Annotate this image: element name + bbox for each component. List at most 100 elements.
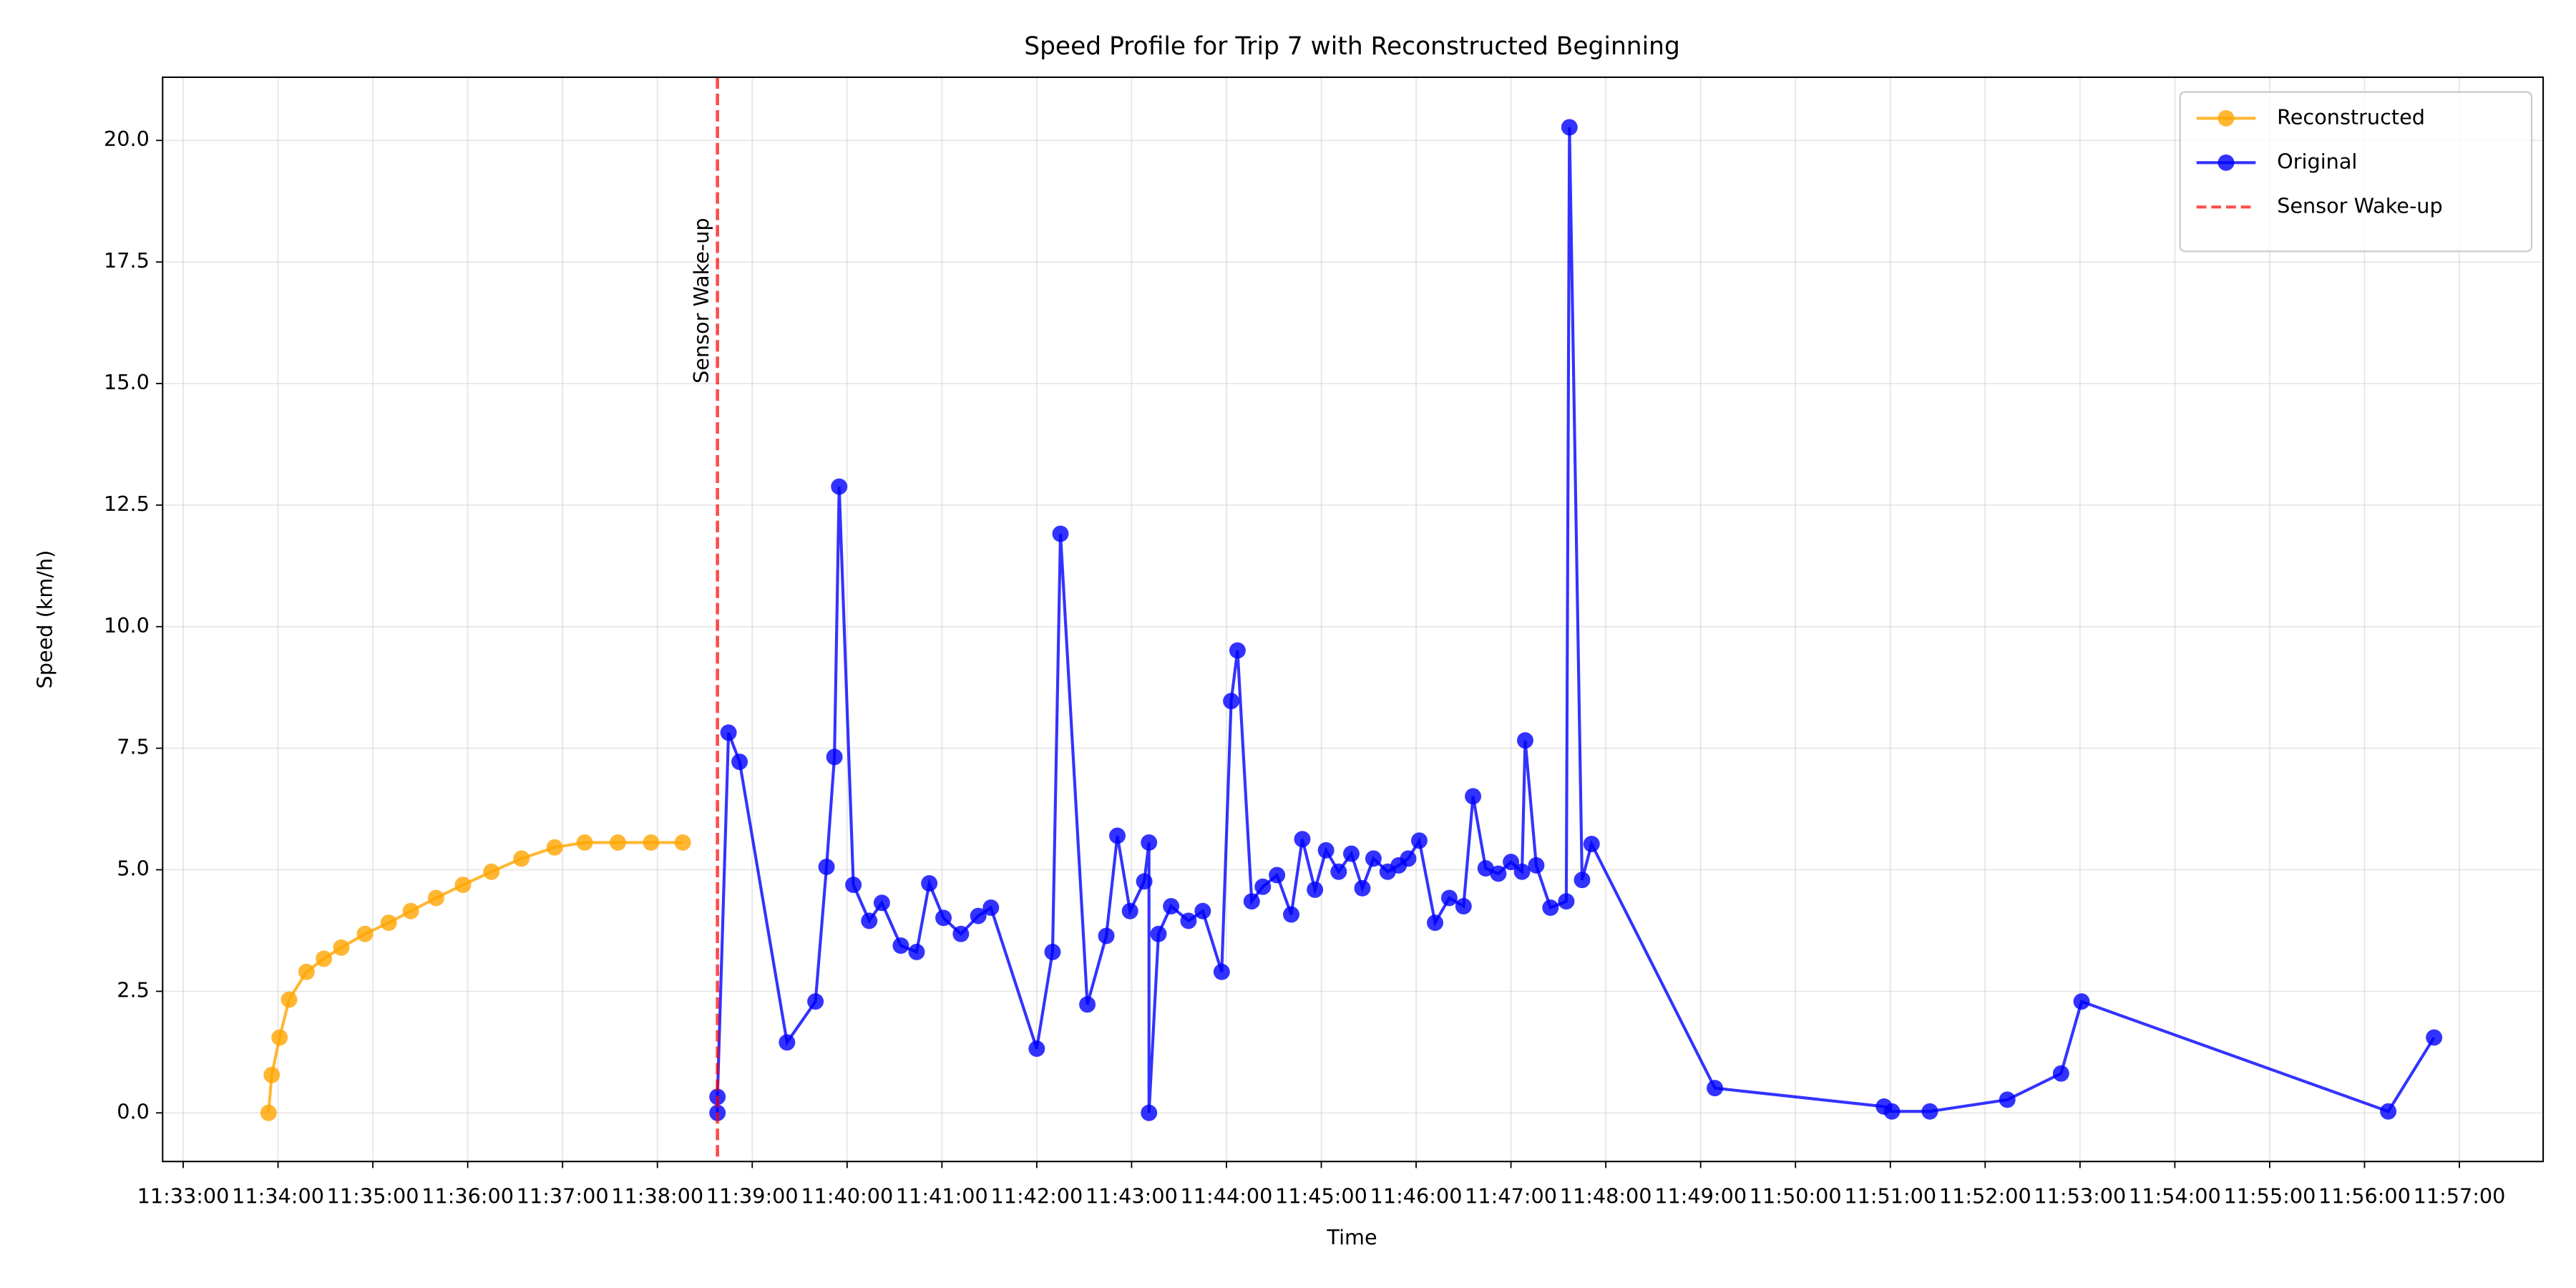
y-tick-label: 17.5 [104, 248, 150, 273]
data-point [1883, 1103, 1901, 1120]
data-point [1229, 642, 1246, 659]
legend-marker [2218, 154, 2235, 171]
data-point [831, 478, 848, 495]
data-point [260, 1104, 277, 1121]
legend-label: Sensor Wake-up [2277, 193, 2443, 218]
x-tick-label: 11:54:00 [2129, 1184, 2221, 1209]
data-point [1999, 1091, 2016, 1108]
y-tick-label: 12.5 [104, 492, 150, 516]
x-tick-label: 11:41:00 [896, 1184, 988, 1209]
data-point [1490, 865, 1507, 882]
data-point [845, 877, 862, 894]
x-tick-label: 11:47:00 [1465, 1184, 1557, 1209]
data-point [1542, 899, 1559, 916]
data-point [298, 963, 315, 980]
legend-box [2179, 91, 2533, 253]
series-line [267, 841, 683, 1113]
x-tick-label: 11:42:00 [990, 1184, 1083, 1209]
data-point [1150, 925, 1167, 942]
data-point [1455, 897, 1472, 914]
data-point [1410, 832, 1428, 849]
data-point [1044, 943, 1061, 960]
data-point [1513, 863, 1531, 880]
data-point [982, 899, 1000, 916]
x-tick-label: 11:51:00 [1844, 1184, 1936, 1209]
data-point [1180, 912, 1197, 930]
data-point [1400, 850, 1417, 867]
y-tick-label: 0.0 [117, 1099, 150, 1123]
y-tick-label: 20.0 [104, 127, 150, 151]
data-point [952, 925, 970, 942]
y-axis-label: Speed (km/h) [32, 550, 57, 689]
data-point [1583, 836, 1600, 852]
data-point [316, 950, 333, 967]
data-point [1528, 857, 1545, 874]
data-point [1574, 872, 1591, 889]
data-point [1052, 525, 1069, 542]
data-point [1343, 845, 1360, 862]
data-point [356, 925, 374, 942]
data-point [1516, 732, 1533, 749]
plot-frame [162, 76, 2545, 1163]
data-point [1098, 927, 1115, 945]
data-point [1294, 831, 1311, 848]
data-point [280, 991, 298, 1008]
x-tick-label: 11:40:00 [801, 1184, 893, 1209]
data-point [1136, 873, 1153, 890]
data-point [1707, 1080, 1724, 1097]
x-tick-label: 11:46:00 [1370, 1184, 1463, 1209]
x-tick-label: 11:55:00 [2223, 1184, 2316, 1209]
data-point [873, 894, 890, 912]
data-point [271, 1029, 288, 1046]
data-point [1307, 881, 1324, 898]
data-point [513, 850, 530, 867]
x-tick-label: 11:39:00 [706, 1184, 799, 1209]
data-point [2380, 1103, 2397, 1120]
data-point [2052, 1065, 2069, 1082]
x-tick-label: 11:57:00 [2414, 1184, 2506, 1209]
y-tick-label: 15.0 [104, 370, 150, 394]
data-point [263, 1066, 280, 1083]
data-point [731, 753, 748, 771]
y-tick-label: 10.0 [104, 613, 150, 638]
legend-label: Original [2277, 149, 2357, 173]
x-tick-label: 11:53:00 [2034, 1184, 2126, 1209]
data-point [1141, 834, 1158, 851]
x-tick-label: 11:34:00 [232, 1184, 324, 1209]
data-point [454, 877, 472, 894]
data-point [1921, 1103, 1938, 1120]
y-tick-label: 7.5 [117, 735, 150, 759]
x-tick-label: 11:35:00 [327, 1184, 419, 1209]
data-point [826, 748, 843, 766]
data-point [779, 1034, 796, 1051]
data-point [1561, 119, 1578, 136]
data-point [1079, 996, 1096, 1013]
data-point [576, 834, 593, 851]
data-point [1121, 902, 1138, 919]
data-point [380, 914, 397, 932]
data-point [1243, 893, 1260, 910]
data-point [333, 939, 350, 956]
legend-marker [2218, 109, 2235, 127]
x-tick-label: 11:37:00 [517, 1184, 609, 1209]
x-tick-label: 11:36:00 [421, 1184, 514, 1209]
data-point [1330, 863, 1347, 880]
data-point [643, 834, 660, 851]
data-point [720, 724, 737, 741]
data-point [427, 889, 444, 907]
x-axis-label: Time [1326, 1225, 1377, 1249]
x-tick-label: 11:49:00 [1654, 1184, 1747, 1209]
y-tick-label: 5.0 [117, 857, 150, 881]
data-point [1028, 1040, 1045, 1058]
legend-label: Reconstructed [2277, 104, 2425, 129]
data-point [610, 834, 626, 851]
x-tick-label: 11:48:00 [1560, 1184, 1652, 1209]
legend: Reconstructed Original Sensor Wake-up [2179, 91, 2533, 253]
data-point [818, 858, 835, 875]
data-point [1503, 854, 1520, 871]
data-point [1365, 850, 1382, 867]
data-point [546, 839, 563, 856]
chart-title: Speed Profile for Trip 7 with Reconstruc… [1024, 32, 1680, 61]
